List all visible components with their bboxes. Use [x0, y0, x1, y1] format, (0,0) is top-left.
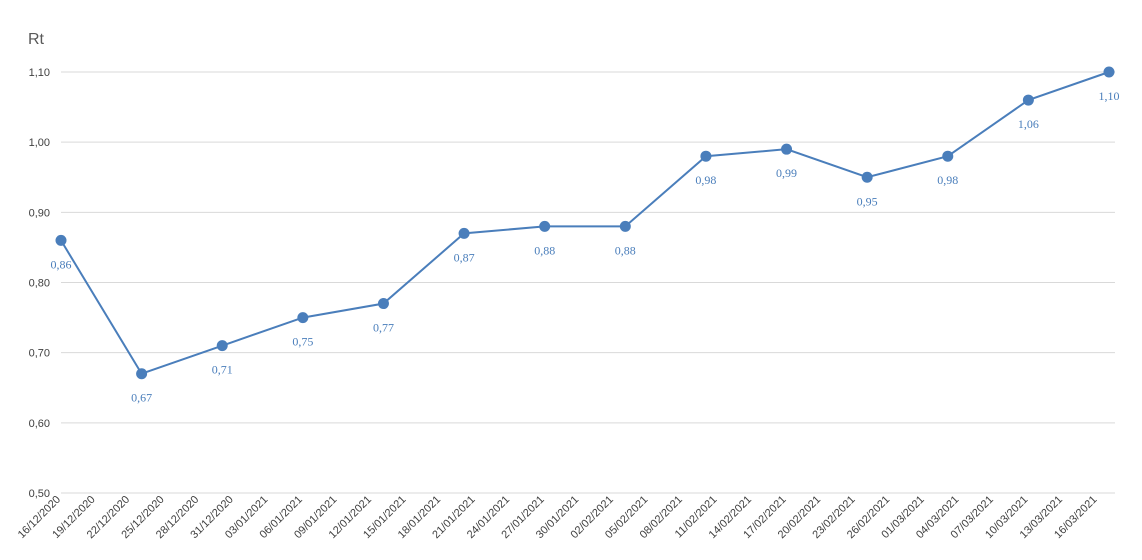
point [216, 340, 228, 352]
point [297, 312, 309, 324]
data-label: 0,77 [373, 321, 394, 335]
y-tick-label: 0,70 [29, 348, 50, 360]
data-label: 0,95 [857, 194, 878, 208]
chart-title: Rt [28, 31, 45, 48]
data-label: 1,06 [1018, 117, 1039, 131]
point [781, 143, 793, 155]
y-tick-label: 0,80 [29, 278, 50, 290]
point [700, 150, 712, 162]
point [942, 150, 954, 162]
y-tick-label: 1,00 [29, 137, 50, 149]
point [55, 234, 67, 246]
point [539, 220, 551, 232]
point [1103, 66, 1115, 78]
point [377, 298, 389, 310]
point [619, 220, 631, 232]
y-tick-label: 0,60 [29, 418, 50, 430]
point [861, 171, 873, 183]
data-label: 0,67 [131, 391, 152, 405]
data-label: 0,75 [292, 335, 313, 349]
data-label: 1,10 [1099, 89, 1120, 103]
point [458, 227, 470, 239]
data-label: 0,98 [937, 173, 958, 187]
point [1022, 94, 1034, 106]
point [136, 368, 148, 380]
data-label: 0,86 [51, 257, 72, 271]
data-label: 0,87 [454, 250, 475, 264]
data-label: 0,88 [534, 243, 555, 257]
data-label: 0,99 [776, 166, 797, 180]
line [60, 71, 1110, 375]
data-label: 0,98 [695, 173, 716, 187]
data-label: 0,88 [615, 243, 636, 257]
y-tick-label: 0,90 [29, 207, 50, 219]
data-label: 0,71 [212, 363, 233, 377]
y-tick-label: 1,10 [29, 67, 50, 79]
y-tick-label: 0,50 [29, 488, 50, 500]
